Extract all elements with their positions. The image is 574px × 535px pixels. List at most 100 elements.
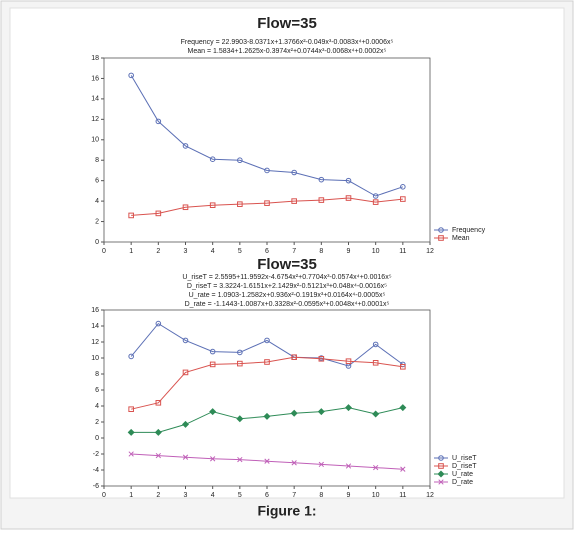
y-tick-label: 14: [91, 96, 99, 103]
marker: [345, 463, 352, 469]
y-tick-label: 8: [95, 157, 99, 164]
y-tick-label: 4: [95, 198, 99, 205]
y-tick-label: 2: [95, 218, 99, 225]
marker: [182, 204, 189, 211]
marker: [155, 118, 162, 125]
y-tick-label: 2: [95, 419, 99, 426]
series-line: [130, 75, 403, 197]
marker: [317, 408, 325, 416]
marker: [209, 361, 216, 368]
marker: [182, 369, 189, 376]
x-tick-label: 11: [399, 248, 406, 255]
y-tick-label: -6: [93, 483, 99, 490]
marker: [264, 167, 270, 174]
marker: [236, 415, 244, 423]
panel: [9, 7, 565, 499]
marker: [155, 400, 162, 406]
x-tick-label: 0: [102, 492, 106, 499]
marker: [318, 461, 324, 468]
equation: U_rate = 1.0903-1.2582x+0.936x²-0.1919x³…: [189, 292, 386, 299]
marker: [237, 456, 243, 463]
marker: [372, 360, 379, 366]
x-tick-label: 1: [129, 492, 133, 499]
x-tick-label: 12: [426, 248, 434, 255]
marker: [345, 358, 352, 364]
caption: Figure 1:: [257, 503, 316, 519]
marker: [263, 412, 271, 420]
equation: U_riseT = 2.5595+11.9592x-4.6754x²+0.770…: [182, 274, 391, 281]
x-tick-label: 11: [399, 492, 406, 499]
marker: [237, 360, 243, 367]
marker: [400, 184, 406, 190]
y-tick-label: 14: [91, 323, 99, 330]
x-tick-label: 10: [372, 492, 380, 499]
x-tick-label: 3: [184, 492, 188, 499]
y-tick-label: 12: [91, 339, 99, 346]
x-tick-label: 2: [156, 492, 160, 499]
marker: [372, 199, 379, 205]
y-tick-label: 8: [95, 371, 99, 378]
marker: [127, 428, 135, 436]
marker: [400, 364, 406, 370]
marker: [128, 406, 134, 412]
marker: [237, 157, 243, 164]
marker: [181, 420, 190, 428]
legend-label: Frequency: [452, 227, 486, 234]
marker: [128, 212, 134, 219]
x-tick-label: 0: [102, 248, 106, 255]
y-tick-label: 0: [95, 435, 99, 442]
marker: [372, 341, 379, 348]
legend-marker: [438, 455, 444, 461]
series-line: [130, 322, 404, 367]
marker: [400, 466, 406, 472]
equation: Frequency = 22.9903-8.0371x+1.3766x²-0.0…: [181, 39, 394, 46]
marker: [318, 356, 325, 362]
legend-label: U_riseT: [452, 455, 477, 462]
marker: [209, 202, 216, 208]
marker: [400, 196, 406, 202]
marker: [291, 198, 297, 204]
y-tick-label: 18: [91, 55, 99, 62]
x-tick-label: 6: [265, 248, 269, 255]
x-tick-label: 3: [184, 248, 188, 255]
x-tick-label: 12: [426, 492, 434, 499]
marker: [291, 460, 297, 466]
y-tick-label: 10: [91, 355, 99, 362]
marker: [182, 143, 189, 149]
x-tick-label: 9: [347, 248, 351, 255]
marker: [344, 404, 353, 412]
marker: [291, 169, 297, 176]
marker: [264, 458, 270, 464]
marker: [318, 176, 325, 183]
marker: [264, 200, 270, 206]
x-tick-label: 4: [211, 248, 215, 255]
marker: [372, 410, 380, 418]
legend-marker: [437, 470, 445, 478]
legend-marker: [438, 227, 444, 233]
marker: [155, 210, 162, 217]
y-tick-label: 12: [91, 116, 99, 123]
equation: Mean = 1.5834+1.2625x-0.3974x²+0.0744x³-…: [188, 48, 387, 55]
x-tick-label: 6: [265, 492, 269, 499]
legend-label: U_rate: [452, 471, 473, 478]
x-tick-label: 2: [156, 248, 160, 255]
marker: [373, 464, 379, 471]
marker: [209, 156, 216, 162]
marker: [155, 452, 161, 459]
marker: [155, 320, 162, 327]
y-tick-label: 6: [95, 387, 99, 394]
marker: [399, 404, 407, 412]
marker: [210, 456, 216, 462]
x-tick-label: 7: [292, 492, 296, 499]
marker: [182, 454, 189, 460]
marker: [264, 337, 270, 344]
legend-label: Mean: [452, 235, 470, 242]
marker: [264, 359, 270, 365]
legend-label: D_riseT: [452, 463, 477, 470]
x-tick-label: 7: [292, 248, 296, 255]
y-tick-label: 6: [95, 178, 99, 185]
y-tick-label: 16: [91, 75, 99, 82]
y-tick-label: -2: [93, 451, 99, 458]
x-tick-label: 5: [238, 492, 242, 499]
